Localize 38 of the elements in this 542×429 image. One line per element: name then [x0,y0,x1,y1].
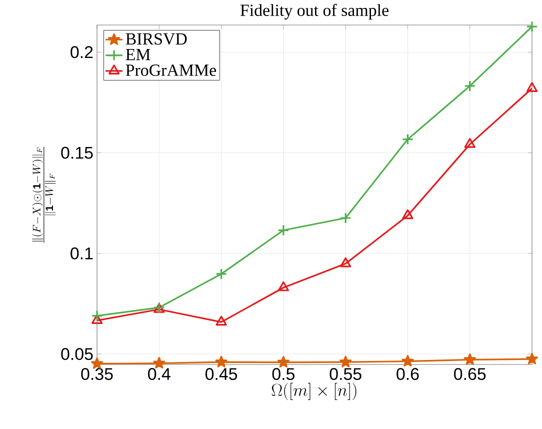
point [278,224,290,236]
point [91,310,103,322]
point [526,82,538,92]
x-tick-label: 0.65 [454,368,486,380]
point [402,209,414,220]
legend-label: BIRSVD [126,33,187,45]
y-tick-label: 0.15 [61,146,93,159]
chart-title: Fidelity out of sample [240,4,388,20]
point [278,281,289,292]
point [216,316,227,326]
point [340,212,352,224]
point [464,80,476,92]
point [402,354,414,367]
y-tick-label: 0.2 [70,46,93,58]
point [526,20,538,32]
x-axis-title: $\Omega([m]\times[n])$ [272,382,356,400]
x-tick-label: 0.5 [272,368,294,380]
point [91,314,103,324]
x-tick-label: 0.55 [330,368,362,380]
point [277,356,290,368]
legend-label: ProGrAMMe [126,64,216,76]
x-tick-label: 0.45 [205,368,238,380]
point [215,356,228,368]
x-tick-label: 0.4 [148,368,170,380]
point [464,138,476,148]
point [153,356,166,369]
point [464,353,476,365]
point [402,134,414,146]
point [215,268,228,280]
point [526,352,538,364]
point [340,356,352,368]
y-axis-title: $\frac{\|(F-X)\odot(\mathbf{1}-W)\|_F}{\|\mathbf{1}-W\|_F}$ [32,146,56,243]
y-tick-label: 0.05 [61,348,93,360]
point [340,257,352,268]
y-tick-label: 0.1 [70,247,93,260]
x-tick-label: 0.35 [81,368,113,380]
legend-label: EM [126,48,150,60]
x-tick-label: 0.6 [396,368,419,380]
